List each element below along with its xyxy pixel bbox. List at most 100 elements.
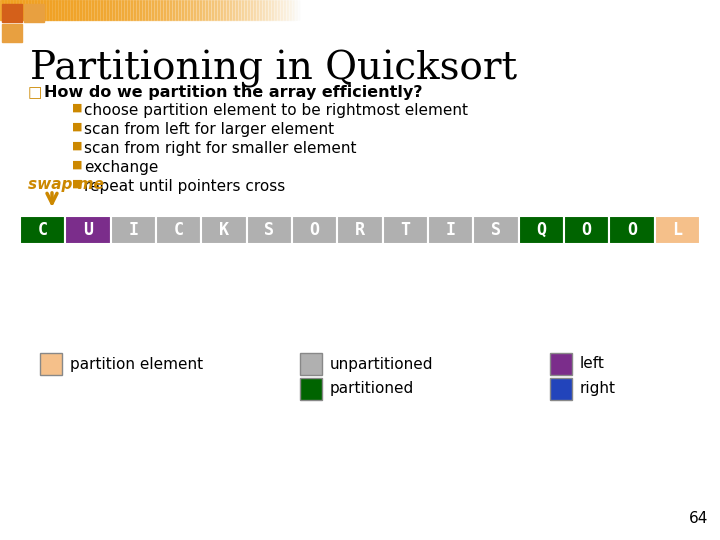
Bar — [235, 0, 237, 20]
Bar — [273, 0, 274, 20]
Bar — [150, 0, 151, 20]
Text: U: U — [83, 221, 93, 239]
Bar — [165, 0, 166, 20]
Bar — [263, 0, 264, 20]
Bar — [382, 216, 428, 244]
Bar — [252, 0, 253, 20]
Bar — [270, 0, 271, 20]
Bar — [219, 0, 220, 20]
Bar — [174, 0, 176, 20]
Bar — [45, 0, 47, 20]
Bar — [18, 0, 19, 20]
Text: R: R — [355, 221, 365, 239]
Bar — [171, 0, 173, 20]
Bar — [213, 0, 215, 20]
Text: swap me: swap me — [28, 177, 104, 192]
Bar — [300, 353, 322, 375]
Text: scan from left for larger element: scan from left for larger element — [84, 122, 334, 137]
Bar — [240, 0, 241, 20]
Bar — [138, 0, 140, 20]
Text: exchange: exchange — [84, 160, 158, 175]
Bar — [54, 0, 55, 20]
Text: partitioned: partitioned — [330, 381, 414, 396]
Bar — [60, 0, 61, 20]
Bar — [161, 0, 162, 20]
Bar — [132, 0, 133, 20]
Bar — [119, 0, 120, 20]
Text: ■: ■ — [72, 122, 83, 132]
Bar — [78, 0, 79, 20]
Bar — [19, 0, 21, 20]
Bar — [61, 0, 63, 20]
Bar — [299, 0, 300, 20]
Bar — [72, 0, 73, 20]
Bar — [194, 0, 195, 20]
Bar — [89, 0, 90, 20]
Bar — [86, 0, 87, 20]
Bar — [114, 0, 115, 20]
Bar — [189, 0, 191, 20]
Bar — [209, 0, 210, 20]
Text: O: O — [627, 221, 637, 239]
Bar — [177, 0, 179, 20]
Text: 64: 64 — [688, 511, 708, 526]
Bar — [107, 0, 108, 20]
Bar — [93, 0, 94, 20]
Bar — [148, 0, 150, 20]
Bar — [105, 0, 107, 20]
Bar — [192, 0, 194, 20]
Bar — [115, 0, 117, 20]
Bar — [204, 0, 205, 20]
Bar — [609, 216, 654, 244]
Bar — [91, 0, 93, 20]
Bar — [155, 0, 156, 20]
Bar — [11, 0, 12, 20]
Bar — [24, 4, 44, 22]
Bar — [94, 0, 96, 20]
Bar — [153, 0, 155, 20]
Bar — [84, 0, 86, 20]
Bar — [151, 0, 153, 20]
Bar — [30, 0, 32, 20]
Bar — [228, 0, 230, 20]
Bar — [202, 216, 247, 244]
Bar — [0, 0, 1, 20]
Bar — [15, 0, 17, 20]
Bar — [180, 0, 181, 20]
Bar — [12, 0, 14, 20]
Bar — [24, 0, 25, 20]
Bar — [43, 0, 45, 20]
Bar — [550, 378, 572, 400]
Bar — [245, 0, 246, 20]
Bar — [277, 0, 279, 20]
Bar — [295, 0, 297, 20]
Text: unpartitioned: unpartitioned — [330, 356, 433, 372]
Bar — [173, 0, 174, 20]
Bar — [156, 0, 158, 20]
Text: ■: ■ — [72, 103, 83, 113]
Bar — [428, 216, 473, 244]
Bar — [246, 0, 248, 20]
Bar — [253, 0, 255, 20]
Bar — [233, 0, 234, 20]
Bar — [289, 0, 291, 20]
Bar — [215, 0, 216, 20]
Bar — [51, 0, 53, 20]
Bar — [122, 0, 123, 20]
Bar — [269, 0, 270, 20]
Bar — [249, 0, 251, 20]
Bar — [7, 0, 9, 20]
Bar — [63, 0, 65, 20]
Bar — [179, 0, 180, 20]
Bar — [294, 0, 295, 20]
Bar — [145, 0, 147, 20]
Bar — [259, 0, 261, 20]
Bar — [156, 216, 202, 244]
Bar — [518, 216, 564, 244]
Text: How do we partition the array efficiently?: How do we partition the array efficientl… — [44, 85, 423, 100]
Bar — [550, 353, 572, 375]
Bar — [274, 0, 276, 20]
Bar — [231, 0, 233, 20]
Bar — [104, 0, 105, 20]
Bar — [183, 0, 184, 20]
